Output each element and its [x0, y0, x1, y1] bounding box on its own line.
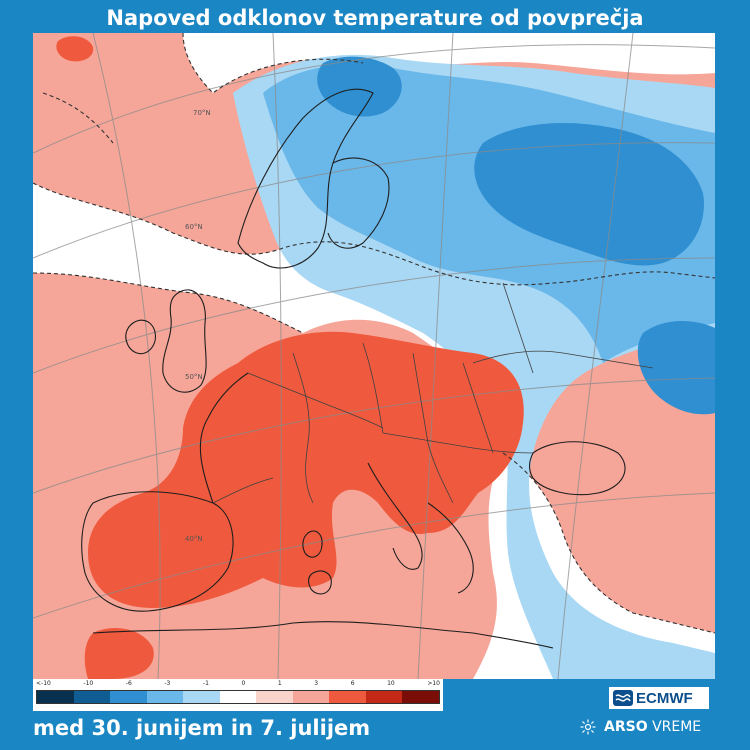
legend-swatch [37, 691, 74, 703]
legend-tick-label: -3 [164, 680, 171, 687]
legend-swatch [219, 691, 257, 703]
legend-swatch [329, 691, 366, 703]
legend-tick-label: <-10 [36, 680, 51, 687]
arso-vreme-logo: ARSO VREME [580, 719, 701, 735]
legend-swatch [256, 691, 293, 703]
ecmwf-logo: ECMWF [609, 687, 709, 709]
graticule [33, 33, 715, 679]
legend-tick-label: 10 [387, 680, 395, 687]
legend-tick-label: >10 [427, 680, 440, 687]
vreme-text: VREME [652, 719, 702, 735]
legend-tick-label: -6 [125, 680, 132, 687]
arso-text: ARSO [604, 719, 648, 735]
anomaly-zone-very-warm [84, 628, 154, 679]
borders [212, 282, 654, 504]
legend-swatch [402, 691, 440, 703]
forecast-date-range: med 30. junijem in 7. julijem [33, 716, 371, 740]
lat-label-50: 50°N [185, 373, 203, 381]
ecmwf-logo-icon [613, 690, 633, 706]
anomaly-zone-neutral-arctic [183, 33, 715, 93]
sun-icon [580, 719, 596, 735]
zero-anomaly-contours [33, 33, 715, 634]
anomaly-zone-strong-cold-east [637, 321, 715, 415]
map-svg: 70°N 60°N 50°N 40°N [33, 33, 715, 679]
legend-tick-label: 0 [241, 680, 246, 687]
ecmwf-text: ECMWF [636, 689, 693, 707]
legend-swatch [365, 691, 403, 703]
legend-tick-label: 1 [277, 680, 282, 687]
anomaly-zone-arctic-warm [56, 36, 94, 62]
legend-swatch [183, 691, 220, 703]
legend-swatch [73, 691, 111, 703]
lat-label-60: 60°N [185, 223, 203, 231]
map-title: Napoved odklonov temperature od povprečj… [106, 6, 644, 30]
legend-colorbar [36, 690, 440, 704]
anomaly-zone-strong-cold-russia [474, 123, 704, 266]
color-legend: <-10 -10 -6 -3 -1 0 1 3 6 10 >10 [33, 679, 443, 711]
legend-tick-label: -1 [202, 680, 209, 687]
legend-swatch [110, 691, 147, 703]
lat-label-70: 70°N [193, 109, 211, 117]
temperature-anomaly-map[interactable]: 70°N 60°N 50°N 40°N [33, 33, 715, 679]
lat-label-40: 40°N [185, 535, 203, 543]
legend-labels: <-10 -10 -6 -3 -1 0 1 3 6 10 >10 [36, 680, 440, 689]
legend-tick-label: 6 [350, 680, 355, 687]
coastlines [81, 88, 626, 649]
legend-swatch [146, 691, 184, 703]
legend-swatch [292, 691, 330, 703]
legend-tick-label: 3 [314, 680, 319, 687]
anomaly-zone-strong-cold-scandinavia [317, 56, 402, 117]
legend-tick-label: -10 [83, 680, 94, 687]
